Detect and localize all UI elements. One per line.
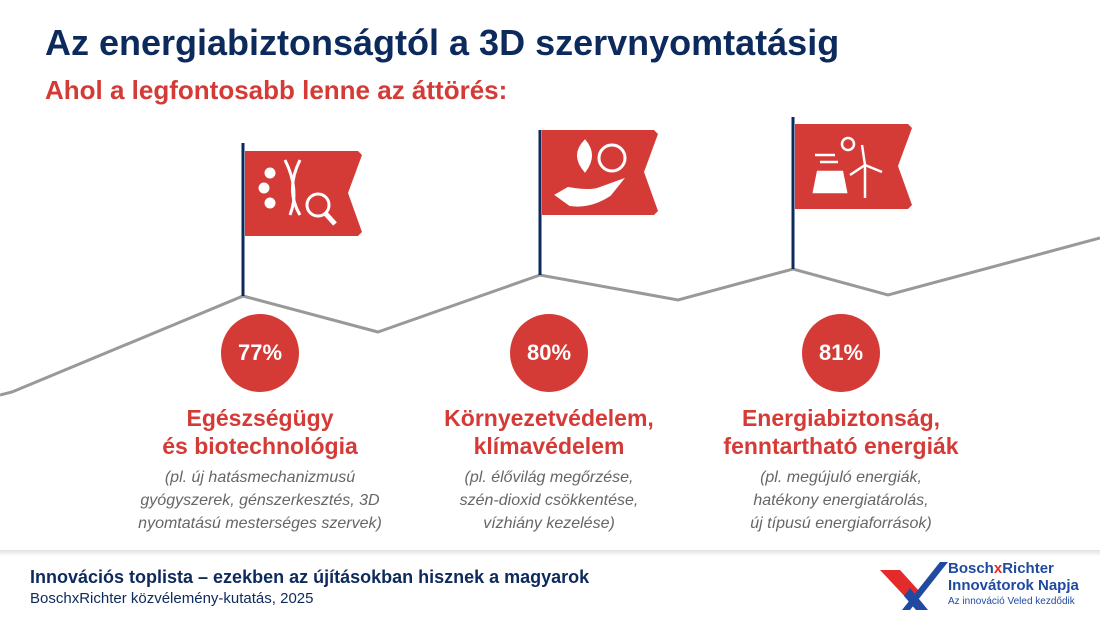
category-heading: Környezetvédelem, xyxy=(444,405,654,431)
logo: BoschxRichter Innovátorok Napja Az innov… xyxy=(880,560,1090,612)
flag-2 xyxy=(538,130,658,275)
flag-1 xyxy=(241,143,362,296)
page-subtitle: Ahol a legfontosabb lenne az áttörés: xyxy=(45,75,508,105)
sun-wind-solar-icon xyxy=(812,136,883,198)
category-heading: és biotechnológia xyxy=(162,433,358,459)
x-logo-icon xyxy=(880,562,948,610)
dna-magnifier-icon xyxy=(258,159,337,226)
category-3: Energiabiztonság, fenntartható energiák … xyxy=(681,404,1001,535)
category-description: (pl. megújuló energiák, hatékony energiat… xyxy=(750,469,932,532)
category-2: Környezetvédelem, klímavédelem (pl. élőv… xyxy=(389,404,709,535)
footer-divider xyxy=(0,550,1100,556)
category-description: (pl. élővilág megőrzése, szén-dioxid csök… xyxy=(459,469,639,532)
footer-source: BoschxRichter közvélemény-kutatás, 2025 xyxy=(30,590,314,607)
hand-leaf-globe-icon xyxy=(554,139,627,207)
flag-3 xyxy=(791,117,912,269)
category-heading: Egészségügy xyxy=(186,405,334,431)
category-heading: Energiabiztonság, xyxy=(741,405,941,431)
percent-badge-2: 80% xyxy=(510,314,588,392)
page-title: Az energiabiztonságtól a 3D szervnyomtat… xyxy=(45,22,840,63)
percent-badge-1: 77% xyxy=(221,314,299,392)
category-heading: klímavédelem xyxy=(473,433,625,459)
category-1: Egészségügy és biotechnológia (pl. új ha… xyxy=(100,404,420,535)
percent-badge-3: 81% xyxy=(802,314,880,392)
category-description: (pl. új hatásmechanizmusú gyógyszerek, gé… xyxy=(138,469,382,532)
footer-title: Innovációs toplista – ezekben az újításo… xyxy=(30,567,590,587)
category-heading: fenntartható energiák xyxy=(723,433,959,459)
